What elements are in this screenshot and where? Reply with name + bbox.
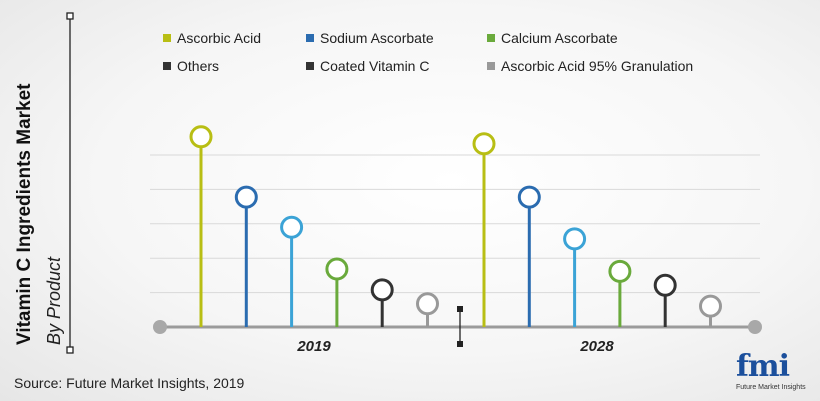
axis-end-right [748, 320, 762, 334]
x-axis [153, 306, 762, 347]
chart-title: Vitamin C Ingredients Market [14, 83, 35, 346]
axis-end-left [153, 320, 167, 334]
legend-swatch [487, 34, 495, 42]
legend-label: Ascorbic Acid 95% Granulation [501, 58, 694, 74]
legend-item-coated-vitamin-c: Coated Vitamin C [306, 58, 429, 74]
group-divider-cap [457, 306, 463, 312]
lollipops [189, 125, 722, 327]
category-label: 2028 [579, 338, 614, 355]
legend-swatch [306, 34, 314, 42]
lollipop-head [370, 278, 394, 302]
category-label: 2019 [296, 338, 331, 355]
logo-text: fmi [736, 349, 790, 384]
lollipop-head [234, 185, 258, 209]
lollipop-head [653, 273, 677, 297]
lollipop-head [416, 292, 439, 316]
chart-subtitle: By Product [44, 256, 64, 345]
legend-item-others: Others [163, 58, 219, 74]
legend-item-ascorbic-acid: Ascorbic Acid [163, 30, 261, 46]
legend-swatch [487, 62, 495, 70]
legend-item-calcium-ascorbate: Calcium Ascorbate [487, 30, 618, 46]
legend-item-sodium-ascorbate: Sodium Ascorbate [306, 30, 434, 46]
logo-subtext: Future Market Insights [736, 384, 806, 391]
source-note: Source: Future Market Insights, 2019 [14, 375, 245, 391]
fmi-logo: fmi Future Market Insights [736, 352, 810, 398]
lollipop-head [325, 257, 349, 281]
lollipop-head [563, 227, 587, 251]
legend-label: Coated Vitamin C [320, 58, 430, 74]
group-divider-cap [457, 341, 463, 347]
legend-label: Others [177, 58, 220, 74]
lollipop-head [280, 215, 304, 239]
title-bracket [66, 12, 74, 354]
legend-label: Sodium Ascorbate [320, 30, 434, 46]
grid [150, 154, 760, 294]
legend-item-ascorbic-acid-95-granulation: Ascorbic Acid 95% Granulation [487, 58, 693, 74]
legend-label: Calcium Ascorbate [501, 30, 618, 46]
category-labels: 2019 2028 [296, 338, 614, 355]
legend-swatch [163, 62, 171, 70]
lollipop-head [608, 259, 632, 283]
legend-label: Ascorbic Acid [177, 30, 262, 46]
legend-swatch [306, 62, 314, 70]
lollipop-head [699, 294, 722, 318]
lollipop-head [472, 132, 496, 156]
legend-swatch [163, 34, 171, 42]
lollipop-head [189, 125, 213, 149]
lollipop-head [517, 185, 541, 209]
